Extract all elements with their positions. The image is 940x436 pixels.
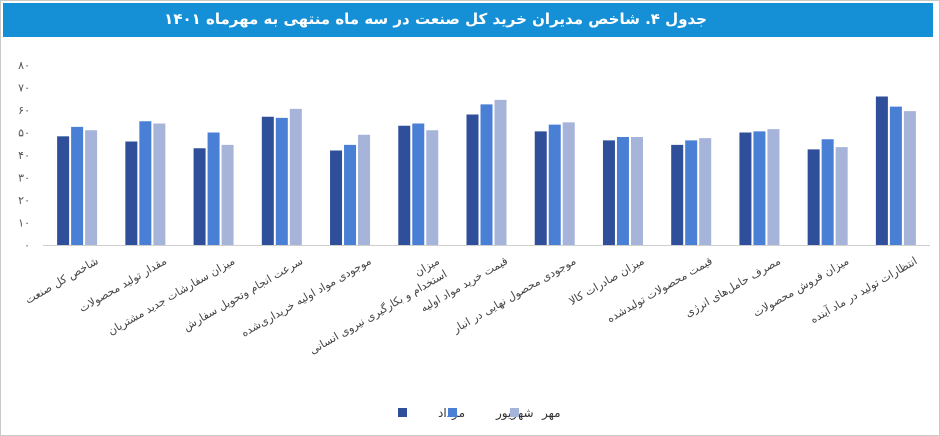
bar-0-8	[602, 140, 615, 245]
legend-swatch-1	[448, 408, 457, 417]
bar-1-3	[275, 117, 288, 245]
category-label-line: انتظارات تولید در ماد آینده	[808, 253, 920, 326]
bar-1-11	[821, 139, 834, 245]
bar-0-6	[466, 114, 479, 245]
bar-0-12	[875, 96, 888, 245]
bar-2-0	[85, 130, 98, 245]
bar-0-10	[739, 132, 752, 245]
bar-0-2	[193, 148, 206, 245]
y-tick-label: ۰	[24, 239, 30, 252]
y-tick-label: ۸۰	[18, 59, 30, 72]
category-label: میزان سفارشات جدید مشتریان	[106, 254, 238, 337]
bar-1-1	[139, 121, 152, 245]
category-label-line: سرعت انجام وتحویل سفارش	[181, 254, 305, 333]
category-label: موجودی محصول نهایی در انبار	[450, 254, 579, 336]
category-label: سرعت انجام وتحویل سفارش	[181, 254, 305, 333]
y-tick-label: ۴۰	[18, 149, 30, 162]
bar-1-4	[344, 144, 357, 245]
legend-swatch-2	[510, 408, 519, 417]
bar-0-9	[671, 144, 684, 245]
bar-1-7	[548, 124, 561, 245]
bar-1-12	[889, 106, 902, 245]
bar-2-3	[289, 108, 302, 245]
bar-1-2	[207, 132, 220, 245]
bar-1-9	[685, 140, 698, 245]
category-label: انتظارات تولید در ماد آینده	[808, 253, 920, 326]
legend-swatch-0	[398, 408, 407, 417]
y-tick-label: ۷۰	[18, 82, 30, 95]
y-tick-label: ۵۰	[18, 127, 30, 140]
y-tick-label: ۱۰	[18, 217, 30, 230]
y-tick-label: ۲۰	[18, 194, 30, 207]
bar-0-0	[57, 136, 70, 245]
bar-2-2	[221, 144, 234, 245]
legend-label-2: مهر	[541, 406, 561, 421]
bar-2-6	[494, 99, 507, 245]
bar-1-10	[753, 131, 766, 245]
bar-2-8	[630, 137, 643, 245]
chart-header: جدول ۴. شاخص مدیران خرید کل صنعت در سه م…	[3, 3, 933, 37]
bar-0-4	[330, 150, 343, 245]
bar-2-7	[562, 122, 575, 245]
bar-1-6	[480, 104, 493, 245]
category-label-line: میزان سفارشات جدید مشتریان	[106, 254, 238, 337]
bar-2-1	[153, 123, 166, 245]
bar-1-8	[616, 137, 629, 245]
bar-1-5	[412, 123, 425, 245]
bar-0-7	[534, 131, 547, 245]
bar-2-9	[699, 138, 712, 245]
bar-2-12	[903, 111, 916, 245]
y-tick-label: ۶۰	[18, 104, 30, 117]
category-label-line: موجودی محصول نهایی در انبار	[450, 254, 579, 336]
bar-2-5	[426, 130, 439, 245]
bar-2-4	[358, 134, 371, 245]
bar-2-10	[767, 129, 780, 245]
bar-1-0	[71, 126, 84, 245]
bar-0-1	[125, 141, 138, 245]
chart-title: جدول ۴. شاخص مدیران خرید کل صنعت در سه م…	[164, 10, 707, 28]
bar-0-3	[261, 116, 274, 245]
bar-2-11	[835, 147, 848, 245]
bar-0-11	[807, 149, 820, 245]
bar-0-5	[398, 125, 411, 245]
y-tick-label: ۳۰	[18, 172, 30, 185]
